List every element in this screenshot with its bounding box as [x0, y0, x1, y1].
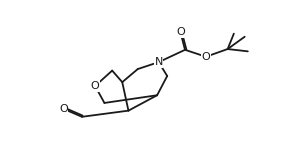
Text: O: O: [59, 104, 68, 114]
Text: O: O: [91, 81, 99, 91]
Text: N: N: [155, 57, 163, 67]
Text: O: O: [176, 27, 185, 37]
Text: O: O: [202, 52, 210, 62]
